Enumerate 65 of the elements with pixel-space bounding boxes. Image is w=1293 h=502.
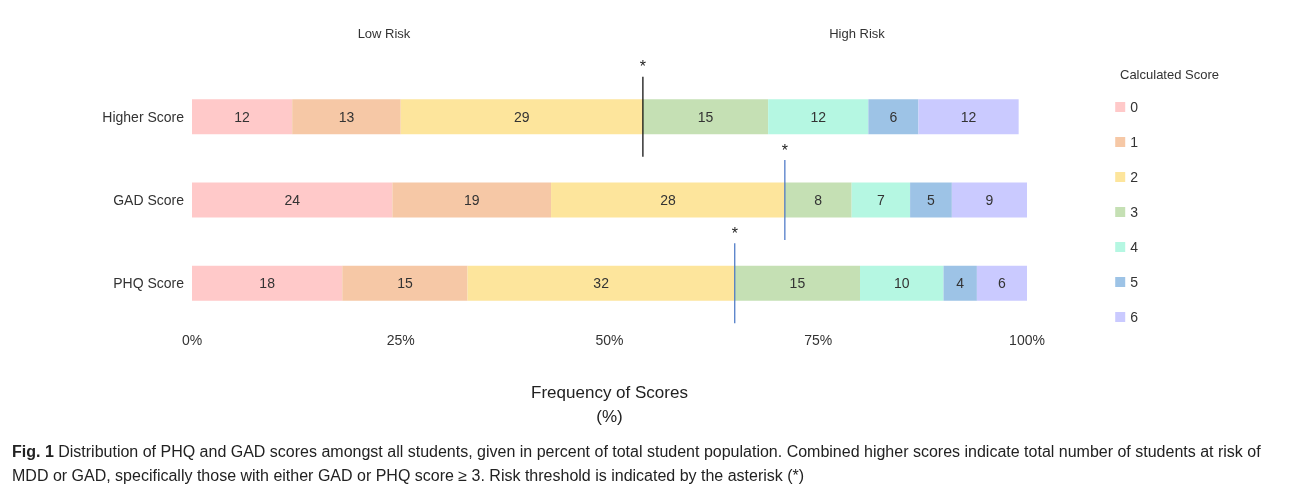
bar	[292, 99, 401, 135]
caption: Fig. 1 Distribution of PHQ and GAD scores amongst all students, given in percent of total student population. Combined higher scores indicate total number of students at risk of MDD or GAD, specifically those with either GAD or PHQ score ≥ 3. Risk threshold is indicated by the asterisk (*)	[12, 442, 1262, 486]
bar	[342, 265, 468, 301]
data-label: 7	[876, 192, 885, 208]
data-label: 12	[960, 108, 977, 125]
data-label: 15	[789, 275, 806, 292]
data-label: 18	[259, 275, 276, 292]
bar	[467, 265, 735, 301]
data-label: 15	[697, 108, 714, 125]
bar	[192, 265, 343, 301]
data-label: 4	[956, 275, 965, 292]
y-tick-label: Higher Score	[102, 108, 185, 125]
x-tick-label: 75%	[804, 332, 833, 348]
bar	[392, 182, 552, 218]
data-label: 5	[927, 192, 936, 208]
legend-title: Calculated Score	[1120, 67, 1219, 82]
text: High Risk	[829, 25, 886, 41]
data-label: 10	[893, 275, 910, 292]
bar	[784, 182, 852, 218]
bar	[400, 99, 643, 135]
bar	[642, 99, 769, 135]
legend-label: 2	[1130, 169, 1139, 185]
bar	[951, 182, 1027, 218]
bar	[192, 182, 393, 218]
y-tick-label: GAD Score	[113, 192, 185, 208]
bar	[192, 99, 293, 135]
legend-label: 3	[1130, 204, 1139, 220]
x-tick-label: 25%	[386, 332, 415, 348]
data-label: 29	[514, 108, 530, 125]
data-label: 12	[810, 108, 827, 125]
bar	[918, 99, 1019, 135]
bar	[551, 182, 785, 218]
bar	[851, 182, 911, 218]
data-label: 9	[985, 192, 994, 208]
data-label: 6	[998, 275, 1007, 292]
legend-label: 0	[1130, 99, 1139, 115]
x-tick-label: 50%	[595, 332, 624, 348]
bar	[910, 182, 952, 218]
bar	[860, 265, 944, 301]
ref-line-label: *	[731, 224, 738, 242]
x-axis-title: Frequency of Scores (%)	[531, 382, 688, 426]
legend-label: 1	[1130, 134, 1139, 150]
data-label: 24	[284, 192, 301, 208]
data-label: 28	[660, 192, 676, 208]
bar	[943, 265, 977, 301]
bar	[976, 265, 1027, 301]
legend-label: 5	[1130, 274, 1139, 290]
data-label: 8	[814, 192, 823, 208]
data-label: 12	[234, 108, 251, 125]
bar	[768, 99, 869, 135]
legend-label: 6	[1130, 309, 1139, 325]
x-tick-label: 100%	[1009, 332, 1045, 348]
legend-label: 4	[1130, 239, 1139, 255]
x-tick-label: 0%	[181, 332, 203, 348]
data-label: 19	[463, 192, 480, 208]
text: Low Risk	[357, 25, 411, 41]
data-label: 6	[889, 108, 898, 125]
bar	[868, 99, 919, 135]
bar	[734, 265, 860, 301]
y-tick-label: PHQ Score	[113, 275, 185, 292]
data-label: 13	[338, 108, 355, 125]
data-label: 32	[593, 275, 610, 292]
data-label: 15	[397, 275, 413, 292]
ref-line-label: *	[639, 58, 647, 76]
ref-line-label: *	[781, 141, 788, 159]
